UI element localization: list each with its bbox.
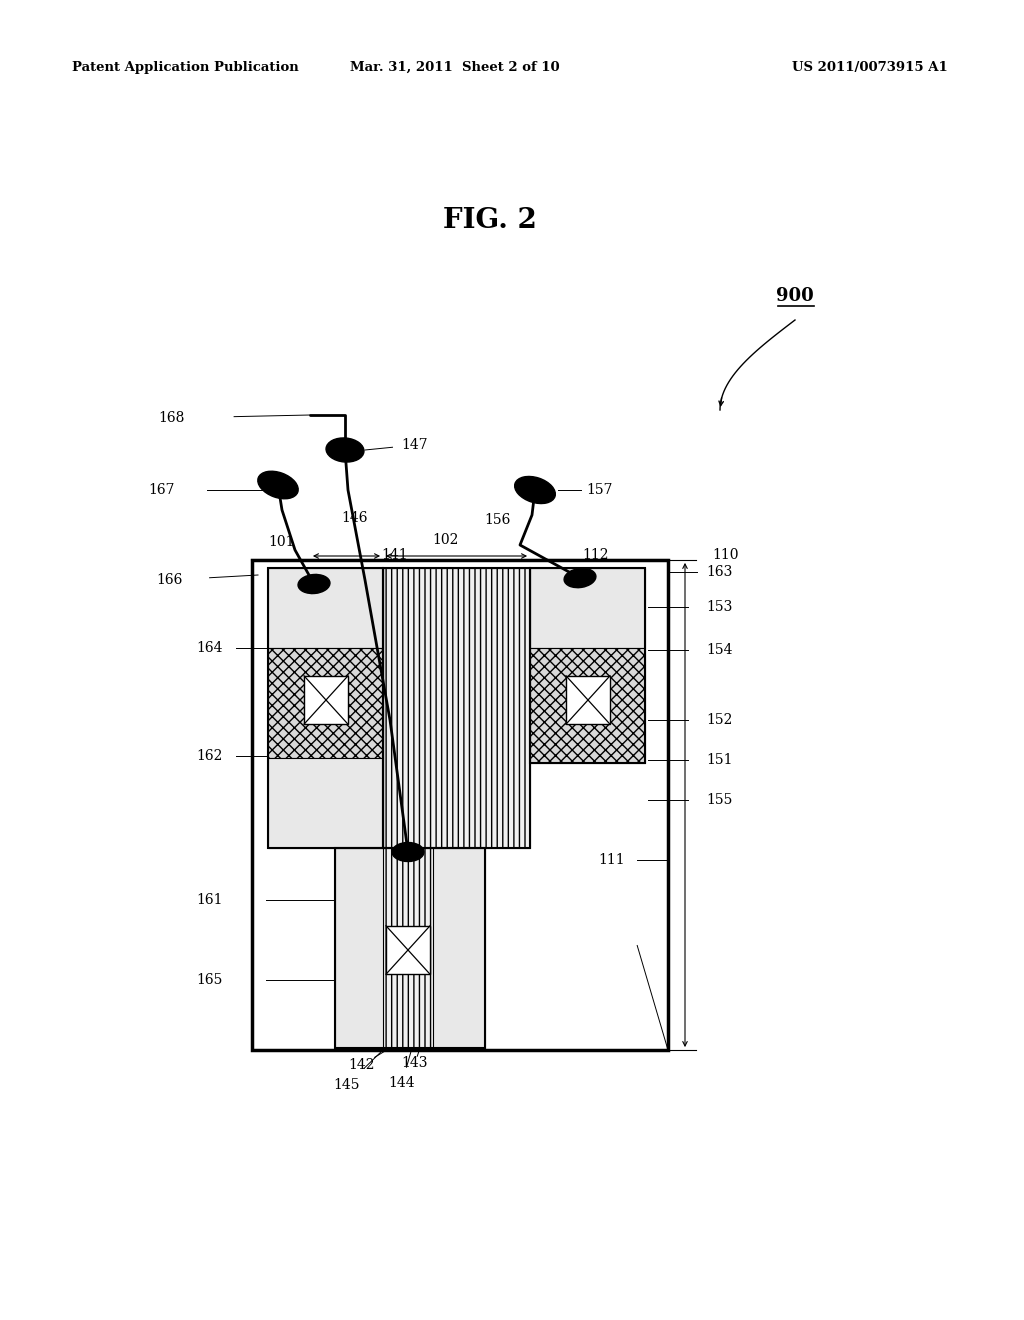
Bar xyxy=(530,648,645,763)
Text: 112: 112 xyxy=(583,548,609,562)
Text: 151: 151 xyxy=(707,752,733,767)
Ellipse shape xyxy=(392,842,424,862)
Bar xyxy=(530,568,645,648)
Bar xyxy=(566,676,610,725)
Bar xyxy=(252,560,668,1049)
Text: 156: 156 xyxy=(484,513,511,527)
Text: Mar. 31, 2011  Sheet 2 of 10: Mar. 31, 2011 Sheet 2 of 10 xyxy=(350,61,560,74)
Text: 152: 152 xyxy=(707,713,733,727)
Text: Patent Application Publication: Patent Application Publication xyxy=(72,61,299,74)
Text: 146: 146 xyxy=(342,511,369,525)
Ellipse shape xyxy=(326,438,364,462)
Text: 141: 141 xyxy=(382,548,409,562)
Ellipse shape xyxy=(298,574,330,594)
Bar xyxy=(268,758,383,847)
Bar xyxy=(335,847,485,1048)
Text: 102: 102 xyxy=(432,533,458,546)
Bar xyxy=(268,568,383,648)
Text: 164: 164 xyxy=(197,642,223,655)
Text: 110: 110 xyxy=(713,548,739,562)
Text: 145: 145 xyxy=(334,1078,360,1092)
Bar xyxy=(304,676,348,725)
Bar xyxy=(268,648,383,758)
Text: 900: 900 xyxy=(776,286,814,305)
Text: 144: 144 xyxy=(389,1076,416,1090)
Ellipse shape xyxy=(258,471,298,499)
Bar xyxy=(383,568,530,847)
Text: 161: 161 xyxy=(197,894,223,907)
Bar xyxy=(383,568,530,847)
Text: 154: 154 xyxy=(707,643,733,657)
Text: 142: 142 xyxy=(349,1059,375,1072)
Text: 155: 155 xyxy=(707,793,733,807)
Bar xyxy=(268,568,383,847)
Ellipse shape xyxy=(564,569,596,587)
Text: 163: 163 xyxy=(707,565,733,579)
Bar xyxy=(386,925,430,974)
Text: 168: 168 xyxy=(159,411,185,425)
Bar xyxy=(335,847,485,1048)
Text: 147: 147 xyxy=(401,438,428,451)
Text: 153: 153 xyxy=(707,601,733,614)
Text: 157: 157 xyxy=(587,483,613,498)
Text: 162: 162 xyxy=(197,748,223,763)
Text: US 2011/0073915 A1: US 2011/0073915 A1 xyxy=(793,61,948,74)
Text: 166: 166 xyxy=(157,573,183,587)
Text: 101: 101 xyxy=(268,535,295,549)
Bar xyxy=(383,847,433,1048)
Text: 143: 143 xyxy=(401,1056,428,1071)
Text: FIG. 2: FIG. 2 xyxy=(443,206,537,234)
Text: 111: 111 xyxy=(599,853,626,867)
Ellipse shape xyxy=(515,477,555,503)
Bar xyxy=(530,568,645,763)
Text: 167: 167 xyxy=(148,483,175,498)
Text: 165: 165 xyxy=(197,973,223,987)
